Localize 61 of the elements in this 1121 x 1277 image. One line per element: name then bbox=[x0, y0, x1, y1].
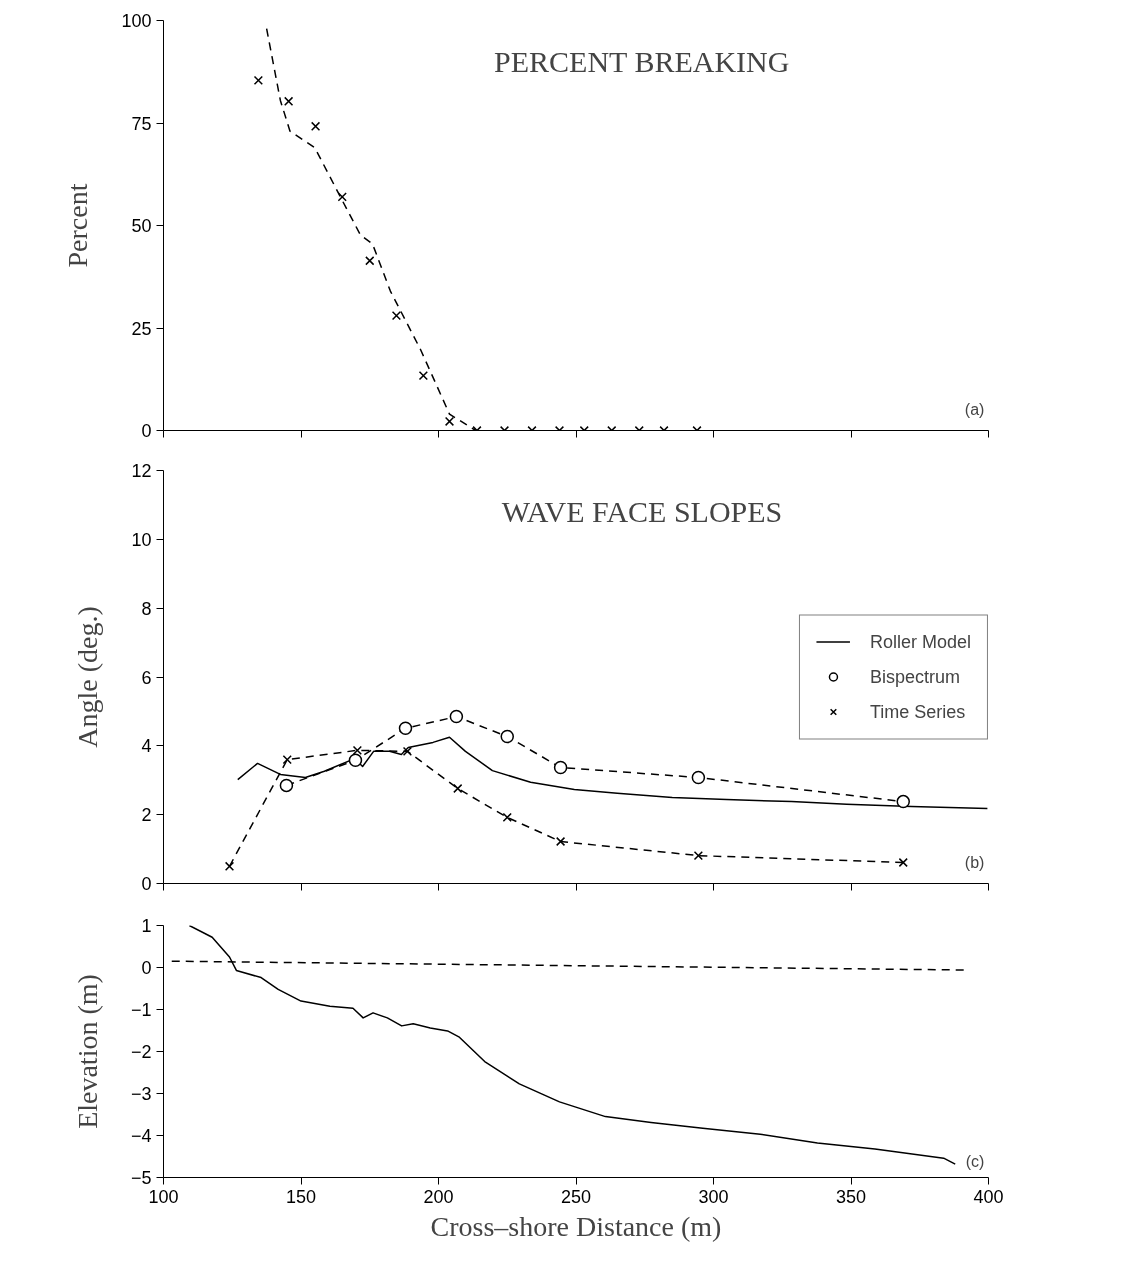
annotation: (b) bbox=[964, 854, 985, 872]
y-tick-label: 0 bbox=[141, 958, 152, 978]
point bbox=[693, 850, 704, 861]
x-tick-label: 150 bbox=[285, 1186, 317, 1207]
y-tick-label: 25 bbox=[131, 318, 152, 339]
y-tick-label: −3 bbox=[130, 1084, 152, 1104]
annotation: (c) bbox=[965, 1152, 985, 1170]
legend-label: Roller Model bbox=[869, 631, 971, 652]
y-tick-label: 6 bbox=[141, 667, 152, 688]
y-tick-label: 0 bbox=[141, 874, 152, 894]
annotation: (a) bbox=[964, 401, 985, 419]
y-tick-label: 100 bbox=[121, 11, 152, 31]
point bbox=[555, 836, 566, 847]
point bbox=[224, 861, 235, 871]
point bbox=[402, 746, 413, 756]
point bbox=[418, 370, 429, 381]
y-tick-label: 12 bbox=[131, 461, 152, 481]
point bbox=[365, 256, 375, 266]
y-tick-label: 50 bbox=[131, 216, 152, 236]
point bbox=[348, 753, 363, 768]
point bbox=[553, 760, 568, 775]
y-tick-label: 8 bbox=[141, 598, 152, 619]
point bbox=[500, 729, 514, 744]
point bbox=[279, 778, 294, 793]
y-tick-label: 10 bbox=[131, 529, 152, 550]
y-tick-label: 1 bbox=[141, 916, 152, 936]
y-axis-title: Elevation (m) bbox=[71, 974, 103, 1129]
point bbox=[691, 770, 706, 785]
y-tick-label: 2 bbox=[141, 805, 152, 826]
point bbox=[391, 311, 402, 321]
text: PERCENT BREAKING bbox=[494, 45, 790, 78]
x-axis-title: Cross–shore Distance (m) bbox=[430, 1210, 722, 1242]
y-tick-label: −1 bbox=[130, 1000, 152, 1020]
point bbox=[310, 121, 321, 131]
x-tick-label: 250 bbox=[560, 1186, 592, 1207]
x-tick-label: 400 bbox=[973, 1186, 1004, 1207]
legend-label: Time Series bbox=[869, 701, 966, 722]
point bbox=[283, 96, 294, 106]
y-tick-label: −4 bbox=[130, 1126, 152, 1146]
x-tick-label: 200 bbox=[423, 1186, 454, 1207]
point bbox=[898, 857, 908, 868]
y-axis-title: Percent bbox=[62, 183, 94, 268]
point bbox=[453, 783, 463, 794]
y-axis-title: Angle (deg.) bbox=[72, 606, 104, 748]
y-tick-label: −5 bbox=[130, 1168, 152, 1188]
legend-label: Bispectrum bbox=[869, 666, 960, 687]
point bbox=[282, 754, 292, 765]
point bbox=[352, 745, 363, 755]
point bbox=[398, 721, 413, 736]
y-tick-label: 4 bbox=[141, 736, 152, 757]
text: WAVE FACE SLOPES bbox=[501, 495, 783, 529]
y-tick-label: 75 bbox=[131, 113, 152, 134]
point bbox=[896, 794, 910, 809]
y-tick-label: −2 bbox=[130, 1042, 152, 1062]
point bbox=[502, 812, 512, 823]
x-tick-label: 300 bbox=[698, 1186, 729, 1207]
point bbox=[449, 709, 464, 724]
point bbox=[337, 192, 347, 202]
x-tick-label: 350 bbox=[835, 1186, 867, 1207]
point bbox=[253, 75, 264, 85]
y-tick-label: 0 bbox=[141, 421, 152, 441]
